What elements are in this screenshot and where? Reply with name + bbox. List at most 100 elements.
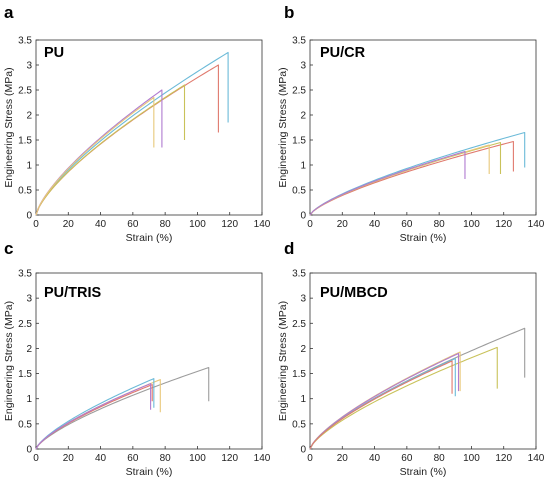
panel-letter: b bbox=[284, 3, 294, 22]
y-axis-label: Engineering Stress (MPa) bbox=[3, 67, 15, 187]
y-tick-label: 0.5 bbox=[18, 186, 32, 197]
x-tick-label: 0 bbox=[33, 219, 39, 230]
x-tick-label: 100 bbox=[463, 219, 480, 230]
y-tick-label: 3.5 bbox=[292, 36, 306, 47]
y-tick-label: 3.5 bbox=[18, 36, 32, 47]
x-tick-label: 100 bbox=[189, 453, 206, 464]
series-line bbox=[309, 150, 466, 216]
series-line bbox=[309, 360, 453, 450]
series-line bbox=[35, 378, 155, 450]
x-tick-label: 100 bbox=[189, 219, 206, 230]
panel-title: PU bbox=[44, 45, 64, 61]
y-axis-label: Engineering Stress (MPa) bbox=[277, 301, 289, 421]
series-line bbox=[309, 357, 456, 450]
series-line bbox=[35, 366, 210, 450]
y-tick-label: 3.5 bbox=[18, 269, 32, 280]
series-line bbox=[309, 327, 526, 450]
x-tick-label: 0 bbox=[307, 219, 313, 230]
x-tick-label: 20 bbox=[63, 453, 75, 464]
x-tick-label: 20 bbox=[337, 219, 349, 230]
x-tick-label: 120 bbox=[495, 453, 512, 464]
x-tick-label: 80 bbox=[434, 219, 446, 230]
x-tick-label: 0 bbox=[307, 453, 313, 464]
x-tick-label: 120 bbox=[221, 219, 238, 230]
x-tick-label: 20 bbox=[63, 219, 75, 230]
x-axis-label: Strain (%) bbox=[400, 466, 447, 478]
series-line bbox=[35, 383, 152, 450]
series-line bbox=[309, 131, 526, 216]
x-axis-label: Strain (%) bbox=[126, 466, 173, 478]
y-axis-label: Engineering Stress (MPa) bbox=[277, 67, 289, 187]
x-tick-label: 40 bbox=[95, 219, 107, 230]
series-line bbox=[35, 379, 161, 450]
y-tick-label: 3.5 bbox=[292, 269, 306, 280]
series-line bbox=[35, 51, 229, 216]
y-tick-label: 2 bbox=[26, 111, 32, 122]
x-tick-label: 40 bbox=[369, 453, 381, 464]
x-tick-label: 80 bbox=[160, 219, 172, 230]
x-tick-label: 140 bbox=[528, 219, 545, 230]
series-line bbox=[309, 141, 502, 216]
x-tick-label: 40 bbox=[369, 219, 381, 230]
series-line bbox=[35, 64, 219, 216]
y-tick-label: 2.5 bbox=[292, 319, 306, 330]
x-tick-label: 120 bbox=[495, 219, 512, 230]
x-tick-label: 120 bbox=[221, 453, 238, 464]
x-axis-label: Strain (%) bbox=[126, 232, 173, 244]
x-tick-label: 0 bbox=[33, 453, 39, 464]
y-tick-label: 1.5 bbox=[18, 369, 32, 380]
y-tick-label: 1 bbox=[26, 161, 32, 172]
y-tick-label: 0.5 bbox=[292, 186, 306, 197]
panel-title: PU/MBCD bbox=[320, 285, 388, 301]
x-axis-label: Strain (%) bbox=[400, 232, 447, 244]
y-tick-label: 2 bbox=[300, 344, 306, 355]
plot-frame bbox=[309, 272, 537, 450]
panel-letter: a bbox=[4, 3, 14, 22]
x-tick-label: 60 bbox=[127, 453, 139, 464]
y-tick-label: 3 bbox=[300, 61, 306, 72]
series-line bbox=[309, 346, 498, 450]
y-tick-label: 2.5 bbox=[18, 319, 32, 330]
plot-frame bbox=[35, 272, 263, 450]
y-tick-label: 0.5 bbox=[18, 419, 32, 430]
plot-frame bbox=[35, 39, 263, 216]
y-tick-label: 0 bbox=[300, 445, 306, 456]
x-tick-label: 80 bbox=[434, 453, 446, 464]
panel-a: a PU 0 20 40 60 80 100 120 140 0 0.5 1 1.5 2 2.5 3 3.5 Str… bbox=[3, 3, 271, 244]
y-tick-label: 1 bbox=[300, 161, 306, 172]
y-tick-label: 2 bbox=[300, 111, 306, 122]
y-tick-label: 2 bbox=[26, 344, 32, 355]
y-tick-label: 1.5 bbox=[292, 136, 306, 147]
panel-c: c PU/TRIS 0 20 40 60 80 100 120 140 0 0.5 1 1.5 2 2.5 3 3… bbox=[3, 239, 271, 478]
x-tick-label: 140 bbox=[528, 453, 545, 464]
y-tick-label: 0 bbox=[26, 211, 32, 222]
y-tick-label: 0 bbox=[300, 211, 306, 222]
y-tick-label: 1.5 bbox=[292, 369, 306, 380]
panel-letter: d bbox=[284, 239, 294, 258]
panel-b: b PU/CR 0 20 40 60 80 100 120 140 0 0.5 1 1.5 2 2.5 3 3.5… bbox=[277, 3, 545, 244]
series-line bbox=[309, 352, 460, 450]
plot-frame bbox=[309, 39, 537, 216]
panel-title: PU/TRIS bbox=[44, 285, 102, 301]
y-tick-label: 2.5 bbox=[292, 86, 306, 97]
panel-d: d PU/MBCD 0 20 40 60 80 100 120 140 0 0.5 1 1.5 2 2.5 3 3… bbox=[277, 239, 545, 478]
y-tick-label: 1 bbox=[26, 394, 32, 405]
y-tick-label: 3 bbox=[300, 294, 306, 305]
x-tick-label: 40 bbox=[95, 453, 107, 464]
y-tick-label: 0.5 bbox=[292, 419, 306, 430]
series-line bbox=[309, 140, 514, 216]
x-tick-label: 60 bbox=[401, 219, 413, 230]
x-tick-label: 80 bbox=[160, 453, 172, 464]
x-tick-label: 60 bbox=[127, 219, 139, 230]
panel-title: PU/CR bbox=[320, 45, 366, 61]
x-tick-label: 140 bbox=[254, 453, 271, 464]
y-tick-label: 1.5 bbox=[18, 136, 32, 147]
y-tick-label: 3 bbox=[26, 294, 32, 305]
panel-letter: c bbox=[4, 239, 13, 258]
y-tick-label: 2.5 bbox=[18, 86, 32, 97]
y-axis-label: Engineering Stress (MPa) bbox=[3, 301, 15, 421]
y-tick-label: 0 bbox=[26, 445, 32, 456]
series-line bbox=[35, 96, 155, 216]
x-tick-label: 100 bbox=[463, 453, 480, 464]
